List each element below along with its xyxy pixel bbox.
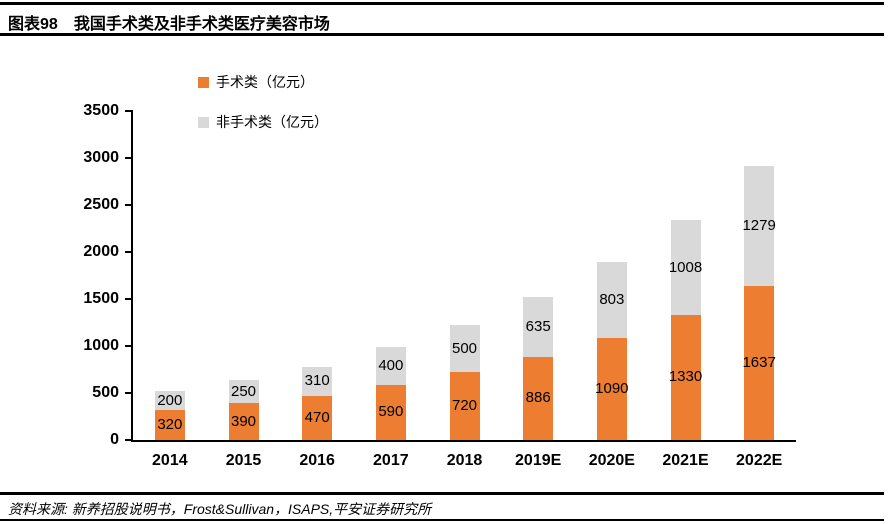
- bar-segment-surgical-2018: [449, 372, 480, 440]
- y-axis-tick: [125, 392, 131, 394]
- bar-segment-nonsurgical-2020E: [596, 262, 627, 338]
- bar-segment-nonsurgical-2022E: [744, 165, 775, 287]
- bar-segment-surgical-2021E: [670, 314, 701, 440]
- bar-segment-nonsurgical-2016: [302, 366, 333, 396]
- footer-divider: [0, 492, 884, 495]
- x-axis-label-2015: 2015: [225, 452, 262, 469]
- x-axis-label-2018: 2018: [446, 452, 483, 469]
- bar-value-label-nonsurgical-2019E: 635: [525, 317, 551, 335]
- source-note: 资料来源: 新养招股说明书，Frost&Sullivan，ISAPS,平安证券研…: [8, 501, 432, 517]
- bar-value-label-surgical-2015: 390: [230, 412, 257, 430]
- bar-value-label-surgical-2019E: 886: [525, 389, 551, 407]
- x-axis-label-2020E: 2020E: [588, 452, 635, 469]
- bar-segment-nonsurgical-2017: [375, 346, 406, 385]
- bar-value-label-nonsurgical-2014: 200: [157, 391, 183, 409]
- x-axis-label-2014: 2014: [152, 452, 188, 469]
- bar-value-label-nonsurgical-2018: 500: [451, 339, 478, 357]
- bar-segment-surgical-2016: [302, 395, 333, 440]
- x-axis-label-2019E: 2019E: [515, 452, 562, 469]
- bar-segment-surgical-2020E: [596, 337, 627, 440]
- bar-value-label-surgical-2016: 470: [304, 408, 330, 426]
- figure-header: 图表98 我国手术类及非手术类医疗美容市场: [8, 10, 330, 34]
- legend-item-surgical: 手术类（亿元）: [198, 72, 328, 92]
- bar-segment-surgical-2019E: [523, 356, 554, 440]
- y-axis-tick: [125, 345, 131, 347]
- legend-swatch-nonsurgical-icon: [198, 116, 209, 128]
- y-axis-label: 3500: [83, 102, 119, 119]
- chart-legend: 手术类（亿元） 非手术类（亿元）: [198, 72, 328, 152]
- legend-item-nonsurgical: 非手术类（亿元）: [198, 112, 328, 132]
- y-axis-label: 1000: [83, 337, 119, 354]
- bar-value-label-surgical-2014: 320: [157, 415, 183, 433]
- bar-value-label-nonsurgical-2017: 400: [378, 356, 404, 374]
- legend-swatch-surgical-icon: [198, 76, 209, 88]
- y-axis-line: [131, 110, 133, 442]
- figure-title: 我国手术类及非手术类医疗美容市场: [73, 16, 330, 33]
- y-axis-tick: [125, 110, 131, 112]
- y-axis-label: 2500: [83, 196, 119, 213]
- bar-value-label-surgical-2017: 590: [378, 403, 404, 421]
- figure-label: 图表98: [8, 16, 58, 33]
- bar-value-label-surgical-2022E: 1637: [742, 354, 776, 372]
- y-axis-label: 2000: [83, 243, 119, 260]
- x-axis-line: [131, 440, 796, 442]
- bar-value-label-surgical-2021E: 1330: [668, 368, 703, 386]
- x-axis-label-2017: 2017: [373, 452, 409, 469]
- y-axis-label: 500: [92, 384, 119, 401]
- bar-segment-surgical-2017: [375, 384, 406, 440]
- bar-segment-nonsurgical-2015: [228, 379, 259, 404]
- top-divider: [0, 2, 884, 5]
- bar-segment-nonsurgical-2014: [154, 391, 185, 410]
- bar-value-label-nonsurgical-2021E: 1008: [668, 258, 703, 276]
- y-axis-tick: [125, 251, 131, 253]
- y-axis-label: 0: [110, 431, 119, 448]
- y-axis-label: 3000: [83, 149, 119, 166]
- bar-segment-nonsurgical-2018: [449, 325, 480, 373]
- bar-segment-nonsurgical-2021E: [670, 220, 701, 315]
- x-axis-label-2021E: 2021E: [662, 452, 709, 469]
- bar-value-label-nonsurgical-2022E: 1279: [742, 217, 776, 234]
- bar-value-label-surgical-2020E: 1090: [595, 379, 629, 397]
- bar-value-label-surgical-2018: 720: [451, 397, 478, 415]
- legend-label-nonsurgical: 非手术类（亿元）: [216, 114, 328, 130]
- bar-segment-surgical-2022E: [744, 286, 775, 440]
- x-axis-label-2022E: 2022E: [736, 452, 783, 469]
- y-axis-label: 1500: [83, 290, 119, 307]
- y-axis-tick: [125, 298, 131, 300]
- bar-value-label-nonsurgical-2016: 310: [304, 372, 330, 390]
- legend-label-surgical: 手术类（亿元）: [216, 74, 314, 90]
- bar-value-label-nonsurgical-2015: 250: [230, 382, 257, 400]
- bottom-divider: [0, 519, 884, 521]
- y-axis-tick: [125, 204, 131, 206]
- y-axis-tick: [125, 439, 131, 441]
- title-divider: [0, 33, 884, 36]
- bar-segment-nonsurgical-2019E: [523, 297, 554, 357]
- x-axis-label-2016: 2016: [299, 452, 335, 469]
- bar-value-label-nonsurgical-2020E: 803: [599, 290, 625, 308]
- bar-segment-surgical-2014: [154, 409, 185, 440]
- y-axis-tick: [125, 157, 131, 159]
- bar-segment-surgical-2015: [228, 403, 259, 440]
